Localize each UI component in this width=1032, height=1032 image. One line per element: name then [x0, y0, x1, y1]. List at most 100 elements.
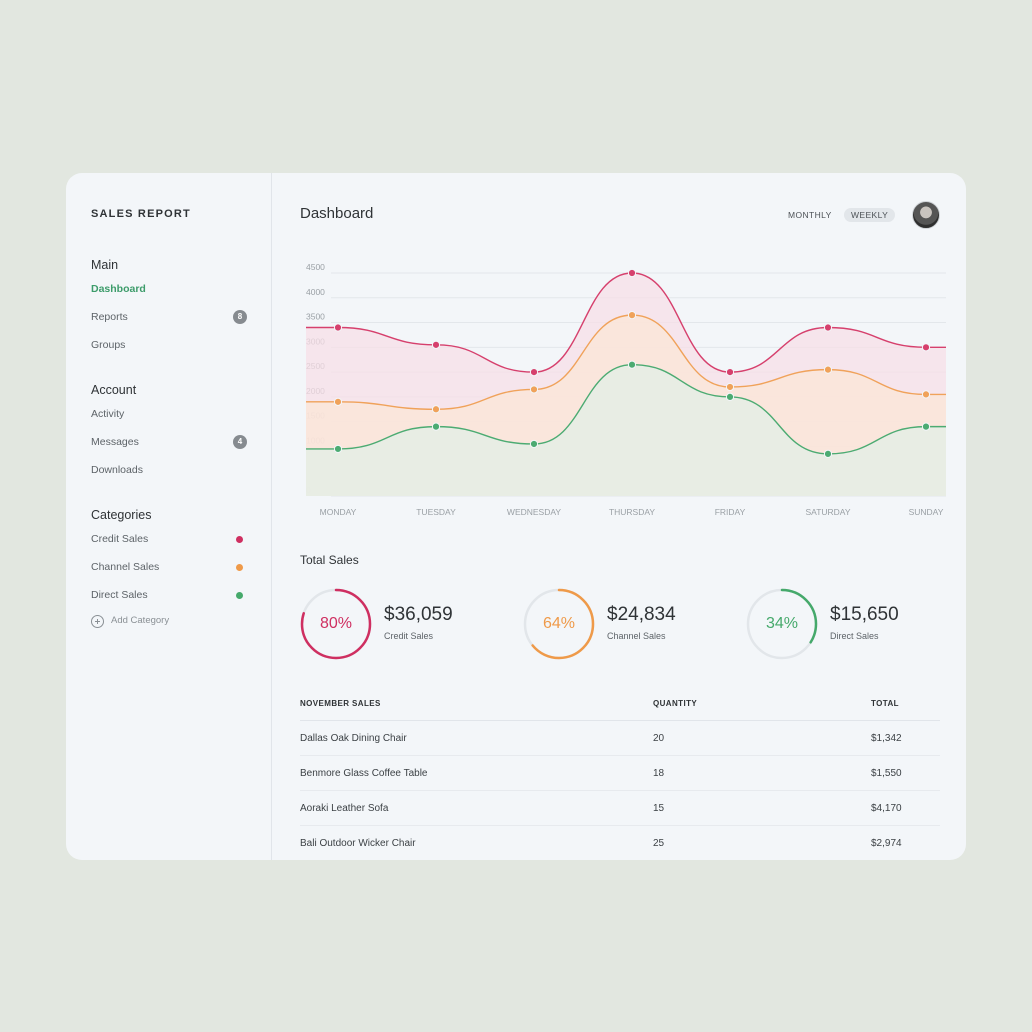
y-tick-label: 4500	[306, 262, 325, 272]
sidebar-item-messages[interactable]: Messages 4	[91, 428, 247, 456]
product-total: $4,170	[871, 803, 902, 814]
sidebar-item-label: Messages	[91, 436, 139, 448]
product-name: Aoraki Leather Sofa	[300, 803, 389, 814]
series-area	[306, 364, 946, 496]
data-point	[333, 397, 343, 406]
stat-channel-sales: 64% $24,834 Channel Sales	[523, 588, 743, 660]
channel-sales-label: Channel Sales	[607, 631, 666, 641]
sidebar-item-label: Channel Sales	[91, 561, 160, 573]
x-tick-label: MONDAY	[320, 507, 357, 517]
data-point	[921, 422, 931, 431]
add-category-label: Add Category	[111, 615, 170, 626]
toggle-weekly[interactable]: WEEKLY	[844, 208, 896, 222]
product-quantity: 25	[653, 838, 665, 849]
data-point	[921, 390, 931, 399]
sidebar-item-label: Activity	[91, 408, 125, 420]
product-name: Bali Outdoor Wicker Chair	[300, 838, 416, 849]
x-tick-label: SUNDAY	[909, 507, 944, 517]
y-tick-label: 4000	[306, 287, 325, 297]
channel-sales-ring	[523, 588, 595, 660]
data-point	[627, 311, 637, 320]
x-tick-label: SATURDAY	[805, 507, 850, 517]
credit-sales-label: Credit Sales	[384, 631, 434, 641]
product-total: $2,974	[871, 838, 902, 849]
ring-progress	[746, 588, 818, 660]
data-point	[529, 439, 539, 449]
product-name: Benmore Glass Coffee Table	[300, 768, 428, 779]
add-category-button[interactable]: Add Category	[91, 609, 247, 633]
x-tick-label: WEDNESDAY	[507, 507, 561, 517]
table-row[interactable]: Dallas Oak Dining Chair 20 $1,342	[300, 721, 940, 756]
nav-section-title: Account	[91, 383, 137, 397]
product-name: Dallas Oak Dining Chair	[300, 733, 407, 744]
sidebar-item-reports[interactable]: Reports 8	[91, 303, 247, 331]
direct-sales-ring	[746, 588, 818, 660]
credit-sales-ring	[300, 588, 372, 660]
nav-section-main: Main Dashboard Reports 8 Groups	[91, 255, 247, 359]
ring-progress	[523, 588, 595, 660]
sidebar-item-label: Groups	[91, 339, 126, 351]
x-tick-label: TUESDAY	[416, 507, 456, 517]
reports-count-badge: 8	[233, 310, 247, 324]
direct-sales-color-dot	[236, 592, 243, 599]
data-point	[529, 385, 539, 394]
data-point	[823, 449, 833, 458]
nav-section-title: Categories	[91, 508, 152, 522]
nav-section-title: Main	[91, 258, 119, 272]
column-header-quantity[interactable]: QUANTITY	[653, 699, 698, 708]
sidebar-item-activity[interactable]: Activity	[91, 400, 247, 428]
column-header-total[interactable]: TOTAL	[871, 699, 899, 708]
data-point	[627, 268, 637, 278]
x-tick-label: FRIDAY	[715, 507, 746, 517]
brand-title: SALES REPORT	[91, 208, 191, 220]
sidebar-item-channel-sales[interactable]: Channel Sales	[91, 553, 247, 581]
sidebar-item-label: Credit Sales	[91, 533, 149, 545]
product-total: $1,550	[871, 768, 902, 779]
sidebar-item-dashboard[interactable]: Dashboard	[91, 275, 247, 303]
direct-sales-percent: 34%	[765, 615, 799, 632]
data-point	[529, 368, 539, 377]
sidebar-item-direct-sales[interactable]: Direct Sales	[91, 581, 247, 609]
toggle-monthly[interactable]: MONTHLY	[788, 210, 832, 220]
data-point	[823, 365, 833, 374]
table-row[interactable]: Benmore Glass Coffee Table 18 $1,550	[300, 756, 940, 791]
data-point	[333, 444, 343, 454]
page-title: Dashboard	[300, 205, 374, 222]
data-point	[431, 422, 441, 431]
product-total: $1,342	[871, 733, 902, 744]
user-avatar[interactable]	[912, 201, 940, 229]
messages-count-badge: 4	[233, 435, 247, 449]
direct-sales-value: $15,650	[830, 604, 899, 625]
main-content: Dashboard MONTHLY WEEKLY 010001500200025…	[273, 173, 966, 860]
sidebar-item-label: Dashboard	[91, 283, 146, 295]
plus-circle-icon	[91, 614, 104, 628]
channel-sales-value: $24,834	[607, 604, 676, 625]
ring-progress	[300, 588, 372, 660]
sidebar-item-label: Reports	[91, 311, 128, 323]
sidebar-item-downloads[interactable]: Downloads	[91, 456, 247, 484]
product-quantity: 20	[653, 733, 665, 744]
table-row[interactable]: Aoraki Leather Sofa 15 $4,170	[300, 791, 940, 826]
data-point	[823, 323, 833, 332]
sidebar-item-label: Direct Sales	[91, 589, 148, 601]
table-row[interactable]: Bali Outdoor Wicker Chair 25 $2,974	[300, 826, 940, 860]
sidebar-item-groups[interactable]: Groups	[91, 331, 247, 359]
data-point	[725, 392, 735, 401]
nav-section-account: Account Activity Messages 4 Downloads	[91, 380, 247, 484]
channel-sales-color-dot	[236, 564, 243, 571]
y-tick-label: 3500	[306, 312, 325, 322]
sidebar-item-label: Downloads	[91, 464, 143, 476]
table-header: NOVEMBER SALES QUANTITY TOTAL	[300, 693, 940, 721]
direct-sales-label: Direct Sales	[830, 631, 879, 641]
channel-sales-percent: 64%	[542, 615, 576, 632]
sidebar-item-credit-sales[interactable]: Credit Sales	[91, 525, 247, 553]
nav-section-categories: Categories Credit Sales Channel Sales Di…	[91, 505, 247, 633]
column-header-product[interactable]: NOVEMBER SALES	[300, 699, 381, 708]
dashboard-window: SALES REPORT Main Dashboard Reports 8 Gro…	[66, 173, 966, 860]
x-tick-label: THURSDAY	[609, 507, 655, 517]
stat-direct-sales: 34% $15,650 Direct Sales	[746, 588, 966, 660]
data-point	[921, 343, 931, 352]
credit-sales-value: $36,059	[384, 604, 453, 625]
data-point	[627, 360, 637, 369]
stat-credit-sales: 80% $36,059 Credit Sales	[300, 588, 520, 660]
